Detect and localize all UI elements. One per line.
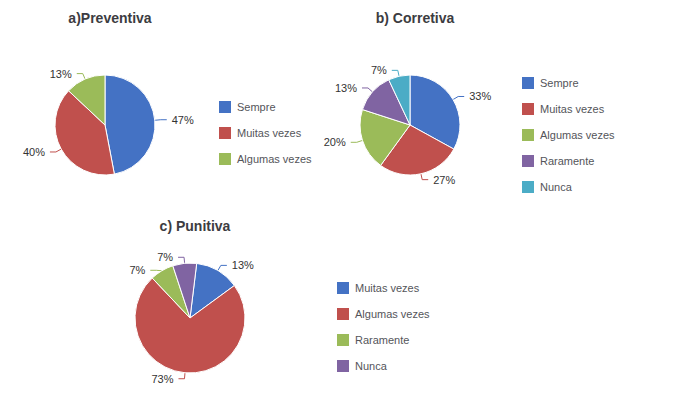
- svg-text:13%: 13%: [335, 82, 357, 94]
- svg-text:Muitas vezes: Muitas vezes: [355, 282, 420, 294]
- svg-text:Algumas vezes: Algumas vezes: [237, 153, 312, 165]
- svg-text:47%: 47%: [172, 114, 194, 126]
- svg-text:Sempre: Sempre: [237, 101, 276, 113]
- svg-text:Raramente: Raramente: [355, 334, 409, 346]
- svg-text:b) Corretiva: b) Corretiva: [376, 10, 455, 26]
- svg-text:a)Preventiva: a)Preventiva: [68, 10, 151, 26]
- svg-text:13%: 13%: [232, 259, 254, 271]
- svg-text:20%: 20%: [324, 136, 346, 148]
- svg-text:7%: 7%: [157, 251, 173, 263]
- svg-text:Algumas vezes: Algumas vezes: [540, 129, 615, 141]
- svg-text:40%: 40%: [23, 146, 45, 158]
- svg-text:Nunca: Nunca: [540, 181, 573, 193]
- svg-text:Muitas vezes: Muitas vezes: [237, 127, 302, 139]
- svg-text:7%: 7%: [129, 264, 145, 276]
- svg-text:27%: 27%: [433, 174, 455, 186]
- svg-text:13%: 13%: [50, 68, 72, 80]
- svg-text:c) Punitiva: c) Punitiva: [160, 218, 231, 234]
- svg-text:Muitas vezes: Muitas vezes: [540, 103, 605, 115]
- svg-text:Raramente: Raramente: [540, 155, 594, 167]
- svg-text:Sempre: Sempre: [540, 77, 579, 89]
- svg-text:7%: 7%: [371, 64, 387, 76]
- svg-text:Nunca: Nunca: [355, 360, 388, 372]
- svg-text:Algumas vezes: Algumas vezes: [355, 308, 430, 320]
- svg-text:33%: 33%: [469, 90, 491, 102]
- svg-text:73%: 73%: [151, 373, 173, 385]
